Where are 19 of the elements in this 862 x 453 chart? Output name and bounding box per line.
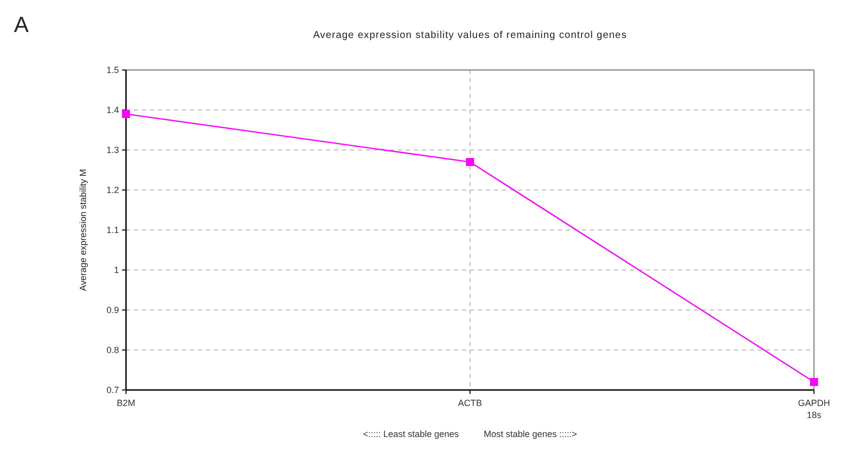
text: A xyxy=(14,12,29,37)
chart-title: Average expression stability values of remaining control genes xyxy=(313,30,627,41)
y-tick-label: 1.3 xyxy=(106,145,119,156)
y-tick-label: 0.8 xyxy=(106,345,119,356)
y-tick-label: 1.4 xyxy=(106,105,119,116)
y-tick-label: 1 xyxy=(114,265,119,276)
y-tick-label: 0.7 xyxy=(106,385,119,396)
x-tick-label: GAPDH 18s xyxy=(798,398,830,420)
point xyxy=(810,378,818,386)
x-axis-title: <::::: Least stable genes Most stable genes :::::> xyxy=(362,429,578,439)
y-axis-title: Average expression stability M xyxy=(78,169,88,291)
point xyxy=(122,110,130,118)
point xyxy=(466,158,474,166)
x-tick-label: ACTB xyxy=(458,398,482,408)
y-tick-label: 0.9 xyxy=(106,305,119,316)
y-tick-label: 1.1 xyxy=(106,225,119,236)
y-tick-label: 1.5 xyxy=(106,65,119,76)
y-tick-label: 1.2 xyxy=(106,185,119,196)
x-tick-label: B2M xyxy=(116,398,136,408)
